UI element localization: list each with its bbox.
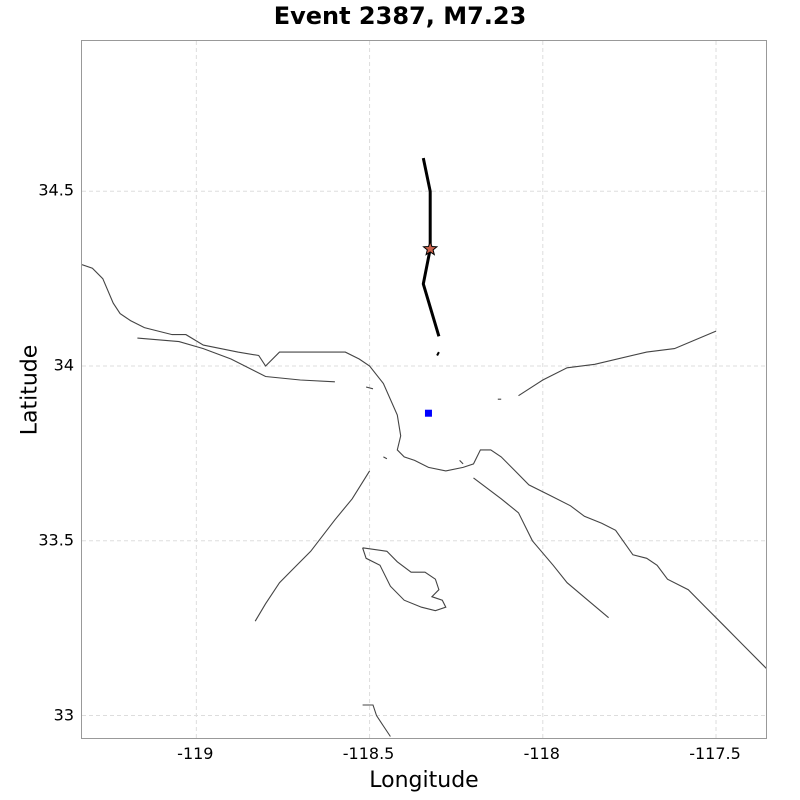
coastline — [362, 547, 447, 612]
coastline — [137, 337, 335, 383]
chart-title: Event 2387, M7.23 — [273, 2, 527, 30]
x-tick-label: -118 — [523, 744, 560, 763]
coastline — [254, 470, 371, 622]
map-plot-area[interactable] — [81, 40, 767, 739]
coastline — [362, 704, 391, 737]
y-tick-label: 33.5 — [38, 530, 74, 550]
coastline — [473, 477, 609, 619]
fault-fragment — [436, 351, 440, 356]
y-tick-label: 34.5 — [38, 180, 74, 200]
coastline-layer — [82, 264, 766, 737]
coastline — [518, 330, 717, 397]
map-canvas — [82, 41, 766, 738]
grid-layer — [82, 41, 766, 738]
coastline — [383, 456, 388, 460]
y-tick-label: 34 — [53, 355, 74, 375]
x-tick-label: -118.5 — [342, 744, 395, 763]
site-square-icon — [424, 409, 432, 417]
x-tick-label: -119 — [177, 744, 214, 763]
coastline — [365, 386, 374, 390]
fault-layer — [421, 157, 441, 356]
coastline — [459, 460, 464, 465]
coastline — [82, 264, 766, 669]
y-tick-label: 33 — [53, 705, 74, 725]
y-axis-label: Latitude — [17, 344, 43, 436]
x-tick-label: -117.5 — [689, 744, 741, 763]
marker-layer — [422, 240, 439, 417]
x-axis-label: Longitude — [369, 768, 479, 793]
epicenter-star-icon — [422, 240, 439, 256]
